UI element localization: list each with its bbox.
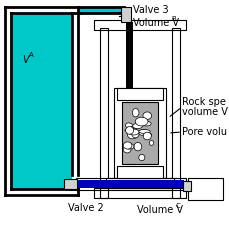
Ellipse shape bbox=[125, 123, 132, 128]
Ellipse shape bbox=[128, 129, 139, 135]
Ellipse shape bbox=[126, 127, 134, 134]
Text: V: V bbox=[22, 55, 29, 65]
Bar bbox=[172, 28, 180, 198]
Bar bbox=[78, 180, 184, 188]
Ellipse shape bbox=[143, 112, 152, 120]
Ellipse shape bbox=[141, 129, 147, 135]
Ellipse shape bbox=[139, 130, 150, 133]
Ellipse shape bbox=[139, 154, 145, 161]
Ellipse shape bbox=[125, 128, 137, 132]
Text: Volume V: Volume V bbox=[137, 205, 183, 215]
Ellipse shape bbox=[132, 130, 139, 138]
Ellipse shape bbox=[128, 131, 138, 139]
Bar bbox=[188, 178, 223, 200]
Bar bbox=[126, 22, 133, 90]
Ellipse shape bbox=[143, 132, 151, 140]
Ellipse shape bbox=[143, 133, 152, 136]
Ellipse shape bbox=[123, 142, 132, 149]
Text: Valve 2: Valve 2 bbox=[68, 203, 104, 213]
Ellipse shape bbox=[133, 123, 143, 128]
Bar bbox=[72, 183, 77, 187]
Text: Valve 3: Valve 3 bbox=[133, 5, 169, 15]
Bar bbox=[11, 13, 72, 189]
Bar bbox=[94, 20, 186, 30]
Bar bbox=[78, 7, 124, 13]
Bar bbox=[106, 178, 174, 188]
Ellipse shape bbox=[134, 142, 142, 151]
Text: Rock spe: Rock spe bbox=[182, 97, 226, 107]
Bar bbox=[76, 178, 186, 190]
Bar bbox=[117, 88, 163, 100]
Bar bbox=[117, 166, 163, 178]
Bar bbox=[183, 181, 191, 191]
Ellipse shape bbox=[135, 117, 148, 126]
Ellipse shape bbox=[149, 141, 154, 145]
Text: volume V: volume V bbox=[182, 107, 228, 117]
Text: Pore volu: Pore volu bbox=[182, 127, 227, 137]
Bar bbox=[94, 188, 186, 198]
Ellipse shape bbox=[123, 146, 131, 153]
Text: A: A bbox=[29, 52, 34, 58]
Text: Volume V: Volume V bbox=[133, 18, 179, 28]
Ellipse shape bbox=[139, 132, 147, 135]
Text: C: C bbox=[176, 203, 181, 209]
Ellipse shape bbox=[132, 108, 139, 117]
Ellipse shape bbox=[126, 144, 134, 149]
Text: B: B bbox=[171, 16, 176, 22]
Ellipse shape bbox=[142, 121, 151, 126]
Bar bbox=[100, 28, 108, 198]
Bar bbox=[121, 7, 131, 22]
Bar bbox=[122, 102, 158, 164]
Bar bbox=[114, 88, 166, 178]
Bar bbox=[64, 179, 77, 189]
